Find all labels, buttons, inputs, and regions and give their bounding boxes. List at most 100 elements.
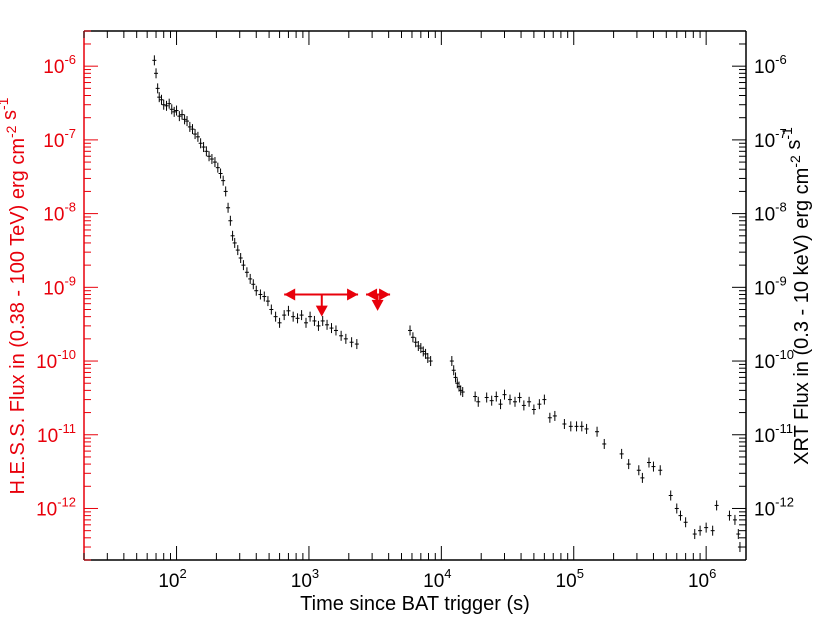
xrt-data-point xyxy=(258,289,263,300)
xrt-data-point xyxy=(683,517,688,528)
xrt-data-point xyxy=(425,352,430,363)
x-tick-label: 105 xyxy=(556,566,584,592)
xrt-data-point xyxy=(316,320,321,331)
xrt-data-point xyxy=(413,337,418,348)
xrt-data-point xyxy=(354,339,359,350)
xrt-data-point xyxy=(453,372,458,383)
y-left-tick-label: 10-12 xyxy=(36,494,76,520)
xrt-data-point xyxy=(201,142,206,153)
xrt-data-point xyxy=(232,237,237,248)
xrt-data-point xyxy=(732,514,737,525)
hess-upper-limits xyxy=(284,288,391,317)
xrt-data-point xyxy=(502,389,507,400)
xrt-data-point xyxy=(636,465,641,476)
xrt-data-point xyxy=(517,392,522,403)
xrt-data-point xyxy=(678,510,683,521)
y-right-tick-label: 10-12 xyxy=(754,494,794,520)
xrt-data-point xyxy=(174,105,179,116)
xrt-data-point xyxy=(410,332,415,343)
xrt-data-point xyxy=(449,356,454,367)
xrt-data-point xyxy=(552,410,557,421)
xrt-data-point xyxy=(512,396,517,407)
x-tick-label: 104 xyxy=(423,566,451,592)
xrt-data-point xyxy=(152,55,157,66)
xrt-data-point xyxy=(736,529,741,540)
y-left-tick-label: 10-10 xyxy=(36,347,76,373)
xrt-data-point xyxy=(244,267,249,278)
xrt-data-point xyxy=(172,106,177,117)
xrt-data-point xyxy=(167,98,172,109)
xrt-data-point xyxy=(489,395,494,406)
y-left-tick-label: 10-7 xyxy=(43,126,76,152)
xrt-data-point xyxy=(527,396,532,407)
xrt-data-point xyxy=(473,391,478,402)
xrt-data-point xyxy=(161,99,166,110)
xrt-data-point xyxy=(265,296,270,307)
xrt-data-point xyxy=(169,104,174,115)
xrt-data-point xyxy=(207,151,212,162)
xrt-data-point xyxy=(451,365,456,376)
xrt-data-point xyxy=(212,157,217,168)
xrt-data-point xyxy=(476,396,481,407)
y-left-tick-label: 10-6 xyxy=(43,52,76,78)
xrt-data-point xyxy=(204,146,209,157)
xrt-data-point xyxy=(154,68,159,79)
xrt-data-point xyxy=(299,310,304,321)
xrt-data-point xyxy=(668,490,673,501)
xrt-data-point xyxy=(228,215,233,226)
x-tick-label: 103 xyxy=(291,566,319,592)
xrt-data-point xyxy=(273,311,278,322)
xrt-data-point xyxy=(155,83,160,94)
xrt-data-point xyxy=(737,542,742,553)
hess-right-arrow xyxy=(379,288,391,301)
xrt-data-point xyxy=(714,500,719,511)
xrt-data-point xyxy=(221,175,226,186)
xrt-data-point xyxy=(343,333,348,344)
xrt-data-point xyxy=(269,304,274,315)
xrt-data-point xyxy=(595,426,600,437)
xrt-data-point xyxy=(562,418,567,429)
xrt-data-point xyxy=(180,109,185,120)
xrt-data-point xyxy=(277,317,282,328)
xrt-data-point xyxy=(674,503,679,514)
xrt-data-point xyxy=(349,337,354,348)
xrt-data-point xyxy=(498,399,503,410)
x-tick-label: 106 xyxy=(688,566,716,592)
hess-upper-limit xyxy=(366,288,391,311)
xrt-data-point xyxy=(159,94,164,105)
xrt-data-point xyxy=(187,121,192,132)
y-left-tick-label: 10-8 xyxy=(43,200,76,226)
xrt-data-point xyxy=(537,399,542,410)
xrt-data-point xyxy=(198,138,203,149)
xrt-data-point xyxy=(325,319,330,330)
xrt-data-point xyxy=(418,343,423,354)
xrt-data-point xyxy=(542,394,547,405)
y-right-tick-label: 10-6 xyxy=(754,52,787,78)
xrt-data-point xyxy=(531,404,536,415)
xrt-data-point xyxy=(308,311,313,322)
xrt-data-point xyxy=(262,291,267,302)
xrt-data-point xyxy=(333,325,338,336)
xrt-data-point xyxy=(235,245,240,256)
tick-labels: 102 103 104 105 106 10-12 10-12 10-11 10-11 10-10… xyxy=(36,52,794,592)
y-right-tick-label: 10-11 xyxy=(754,421,793,447)
xrt-data-point xyxy=(460,387,465,398)
xrt-data-point xyxy=(238,252,243,263)
xrt-data-point xyxy=(164,100,169,111)
xrt-data-point xyxy=(295,313,300,324)
xrt-data-point xyxy=(658,465,663,476)
xrt-data-point xyxy=(408,325,413,336)
plot-axes xyxy=(83,30,747,561)
xrt-data-point xyxy=(416,340,421,351)
y-right-tick-label: 10-10 xyxy=(754,347,794,373)
xrt-data-point xyxy=(312,315,317,326)
hess-upper-limit xyxy=(284,288,359,317)
xrt-data-point xyxy=(329,323,334,334)
xrt-data-point xyxy=(458,385,463,396)
xrt-data-point xyxy=(182,114,187,125)
hess-down-arrow xyxy=(371,299,384,311)
y-right-tick-label: 10-9 xyxy=(754,273,787,299)
xrt-data-point xyxy=(698,525,703,536)
xrt-data-point xyxy=(692,529,697,540)
